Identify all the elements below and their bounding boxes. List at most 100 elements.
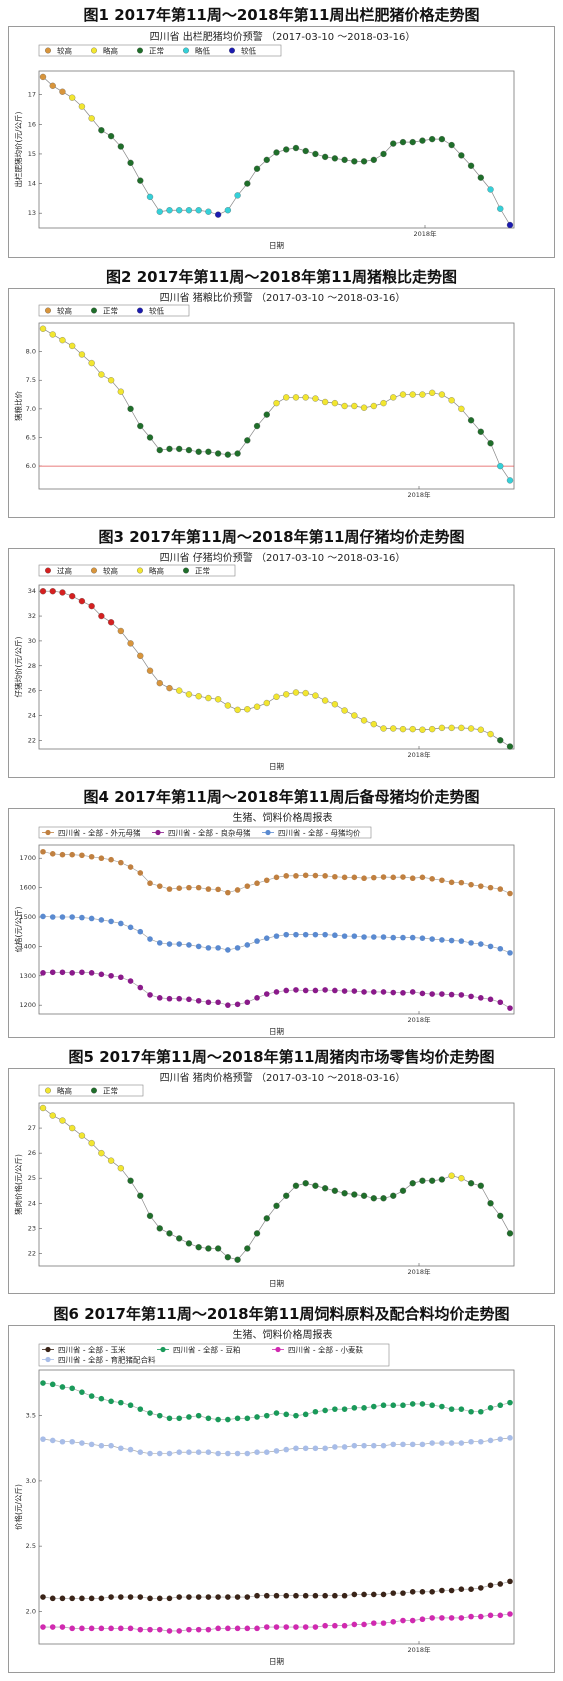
data-point	[439, 991, 445, 997]
data-point	[108, 972, 114, 979]
data-point	[234, 706, 241, 714]
data-point	[156, 995, 163, 1001]
data-point	[69, 593, 76, 600]
data-point	[438, 135, 446, 143]
data-point	[127, 1446, 134, 1453]
data-point	[312, 1592, 319, 1599]
y-tick-label: 16	[28, 120, 36, 128]
data-point	[244, 942, 251, 948]
y-axis-label: 仔猪均价(元/公斤)	[13, 636, 23, 697]
data-point	[487, 996, 494, 1003]
data-point	[312, 395, 319, 402]
data-point	[273, 1592, 280, 1599]
legend-label: 正常	[195, 567, 210, 576]
data-point	[117, 388, 124, 395]
data-point	[137, 177, 144, 184]
data-point	[351, 933, 358, 939]
data-point	[49, 82, 56, 89]
data-point	[302, 1624, 309, 1630]
data-point	[360, 158, 368, 165]
data-point	[487, 1200, 494, 1207]
data-point	[49, 1595, 56, 1602]
data-point	[186, 996, 192, 1003]
data-point	[390, 1192, 397, 1199]
data-point	[458, 152, 465, 159]
data-point	[331, 1187, 339, 1194]
data-point	[146, 1212, 154, 1219]
chart-title: 生猪、饲料价格周报表	[233, 811, 333, 824]
data-point	[69, 970, 75, 976]
data-point	[127, 1594, 134, 1600]
legend-label: 四川省 - 全部 - 外元母猪	[58, 828, 141, 838]
y-tick-label: 14	[28, 180, 36, 188]
data-point	[137, 870, 144, 876]
legend-box	[38, 564, 236, 577]
x-axis-label: 日期	[269, 241, 284, 250]
legend-label: 较低	[241, 46, 256, 56]
data-point	[439, 1403, 445, 1410]
data-point	[458, 992, 465, 998]
data-point	[312, 872, 319, 879]
data-point	[215, 1416, 221, 1423]
data-point	[507, 1399, 513, 1406]
chart-title: 四川省 出栏肥猪均价预警 （2017-03-10 ～2018-03-16）	[150, 30, 416, 43]
data-point	[98, 1150, 105, 1157]
data-point	[205, 1245, 212, 1252]
plot-area	[38, 584, 515, 750]
data-point	[88, 1625, 95, 1632]
data-point	[147, 880, 153, 887]
data-point	[390, 874, 397, 881]
figure-4-caption: 图4 2017年第11周～2018年第11周后备母猪均价走势图	[83, 788, 480, 806]
data-point	[215, 999, 221, 1006]
data-point	[117, 627, 124, 635]
data-point	[49, 851, 56, 857]
legend-label: 过高	[57, 566, 72, 576]
legend-marker	[45, 47, 51, 54]
legend-box	[38, 44, 282, 57]
data-point	[293, 931, 299, 938]
data-point	[506, 477, 514, 484]
data-point	[69, 1385, 75, 1392]
data-point	[98, 1595, 105, 1602]
data-point	[137, 422, 144, 430]
data-point	[399, 391, 407, 398]
data-point	[88, 602, 95, 610]
data-point	[49, 588, 56, 595]
data-point	[312, 1624, 319, 1630]
data-point	[351, 874, 358, 881]
data-point	[69, 1438, 75, 1445]
data-point	[156, 883, 163, 889]
legend-marker	[45, 1346, 51, 1353]
legend-marker	[91, 47, 97, 54]
data-point	[118, 859, 124, 866]
figure-3-panel: 四川省 仔猪均价预警 （2017-03-10 ～2018-03-16） 22 24 2…	[8, 548, 555, 778]
data-point	[302, 394, 309, 401]
data-point	[59, 1624, 66, 1630]
legend-label: 正常	[103, 1087, 118, 1096]
data-point	[419, 990, 426, 997]
data-point	[244, 1245, 251, 1252]
data-point	[487, 1612, 494, 1619]
data-point	[147, 1450, 153, 1457]
data-point	[497, 1212, 504, 1219]
data-point	[176, 445, 183, 453]
data-point	[322, 873, 328, 879]
plot-area	[38, 322, 515, 490]
data-point	[225, 1002, 231, 1008]
y-tick-label: 22	[28, 1249, 36, 1257]
figure-5-chart: 四川省 猪肉价格预警 （2017-03-10 ～2018-03-16） 22 23 2…	[13, 1071, 515, 1288]
figure-5-caption: 图5 2017年第11周～2018年第11周猪肉市场零售均价走势图	[68, 1048, 495, 1066]
data-point	[137, 1192, 144, 1199]
data-point	[214, 696, 222, 703]
data-point	[127, 924, 134, 931]
data-point	[332, 1592, 338, 1599]
data-point	[487, 1582, 494, 1589]
legend-marker	[275, 1346, 281, 1353]
x-axis-label: 日期	[269, 1279, 284, 1288]
data-point	[118, 1594, 124, 1600]
data-point	[507, 1611, 513, 1617]
data-point	[400, 1441, 406, 1448]
data-point	[263, 1592, 270, 1599]
data-point	[137, 928, 144, 935]
legend-label: 略低	[195, 46, 210, 56]
